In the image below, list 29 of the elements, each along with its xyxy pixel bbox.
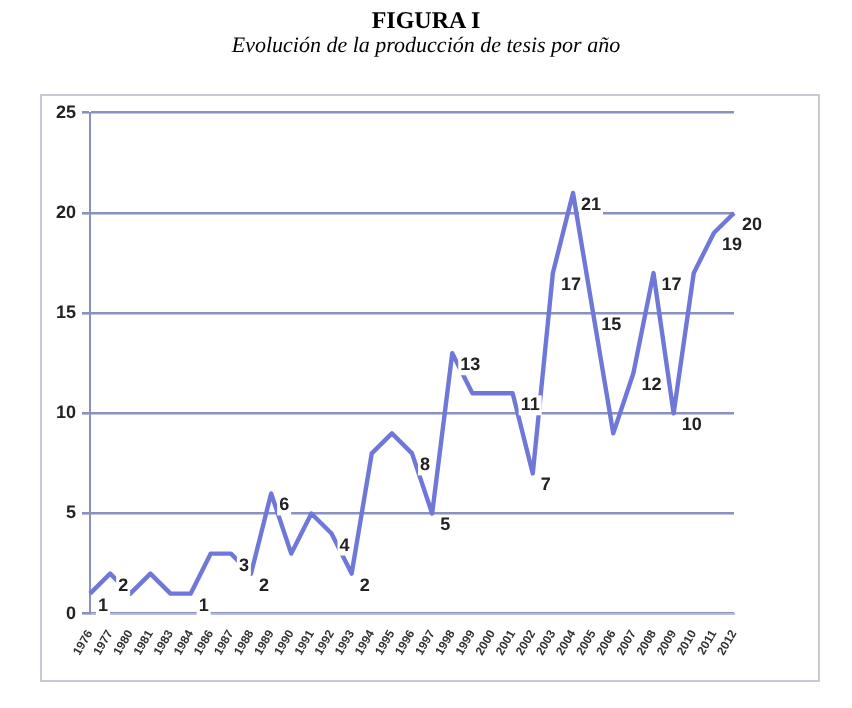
data-label: 21 — [581, 193, 602, 214]
data-label: 17 — [560, 274, 581, 295]
chart-title: FIGURA I — [369, 6, 483, 36]
data-label: 3 — [238, 554, 249, 575]
data-label: 5 — [440, 514, 451, 535]
y-tick-label: 0 — [65, 602, 77, 623]
data-label: 7 — [540, 474, 551, 495]
data-label: 2 — [118, 574, 129, 595]
data-label: 17 — [661, 274, 682, 295]
data-label: 4 — [339, 534, 350, 555]
y-tick-label: 25 — [55, 101, 77, 122]
data-label: 2 — [259, 574, 270, 595]
y-tick-label: 10 — [55, 402, 77, 423]
y-tick-label: 5 — [65, 502, 77, 523]
chart-subtitle: Evolución de la producción de tesis por año — [229, 34, 623, 58]
data-label: 10 — [681, 414, 702, 435]
data-label: 12 — [641, 374, 662, 395]
y-tick-label: 20 — [55, 201, 77, 222]
data-label: 6 — [279, 494, 290, 515]
data-label: 1 — [198, 594, 209, 615]
y-tick-label: 15 — [55, 302, 77, 323]
data-label: 11 — [520, 394, 540, 415]
data-label: 19 — [721, 233, 742, 254]
data-label: 1 — [98, 594, 109, 615]
data-label: 15 — [601, 314, 622, 335]
data-label: 8 — [420, 454, 431, 475]
data-label: 2 — [359, 574, 370, 595]
data-label: 20 — [742, 213, 763, 234]
data-label: 13 — [460, 354, 481, 375]
